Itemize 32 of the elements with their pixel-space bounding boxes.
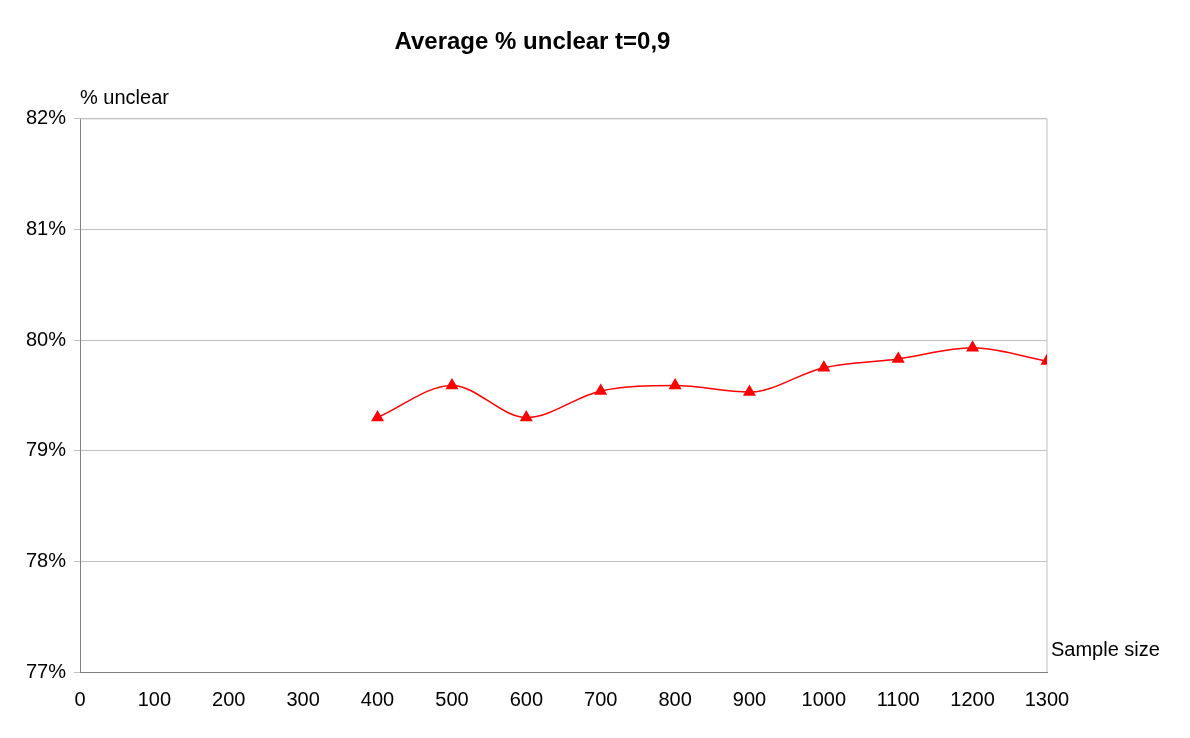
point — [892, 352, 905, 363]
x-tick-label: 500 — [435, 687, 469, 710]
x-tick-label: 0 — [74, 687, 86, 710]
point — [594, 384, 607, 395]
point — [669, 378, 682, 390]
x-tick-label: 1000 — [801, 687, 847, 710]
y-tick-label: 79% — [26, 438, 67, 461]
x-tick-label: 1200 — [950, 687, 995, 710]
point — [520, 410, 533, 422]
x-tick-label: 800 — [658, 687, 692, 710]
y-tick-label: 82% — [26, 106, 67, 129]
x-tick-label: 100 — [137, 687, 172, 710]
y-tick-label: 78% — [26, 548, 67, 571]
x-tick-label: 200 — [212, 687, 246, 710]
point — [817, 360, 830, 372]
x-tick-label: 600 — [509, 687, 544, 710]
x-tick-label: 300 — [286, 687, 320, 710]
point — [446, 378, 458, 390]
y-tick-label: 80% — [26, 327, 67, 350]
y-axis-title: % unclear — [80, 86, 170, 109]
chart-title: Average % unclear t=0,9 — [394, 27, 671, 55]
x-tick-label: 700 — [584, 687, 618, 710]
x-tick-label: 400 — [360, 687, 395, 710]
x-axis-title: Sample size — [1051, 637, 1160, 660]
y-tick-label: 77% — [26, 659, 67, 682]
point — [371, 410, 384, 422]
x-tick-label: 1300 — [1024, 687, 1070, 710]
x-tick-label: 1100 — [876, 687, 920, 710]
point — [743, 385, 756, 396]
point — [966, 341, 979, 352]
y-tick-label: 81% — [26, 216, 67, 239]
x-tick-label: 900 — [732, 687, 767, 710]
